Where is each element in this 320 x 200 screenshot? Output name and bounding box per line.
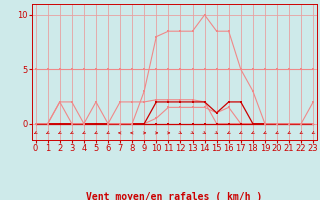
Text: Vent moyen/en rafales ( km/h ): Vent moyen/en rafales ( km/h ) bbox=[86, 192, 262, 200]
